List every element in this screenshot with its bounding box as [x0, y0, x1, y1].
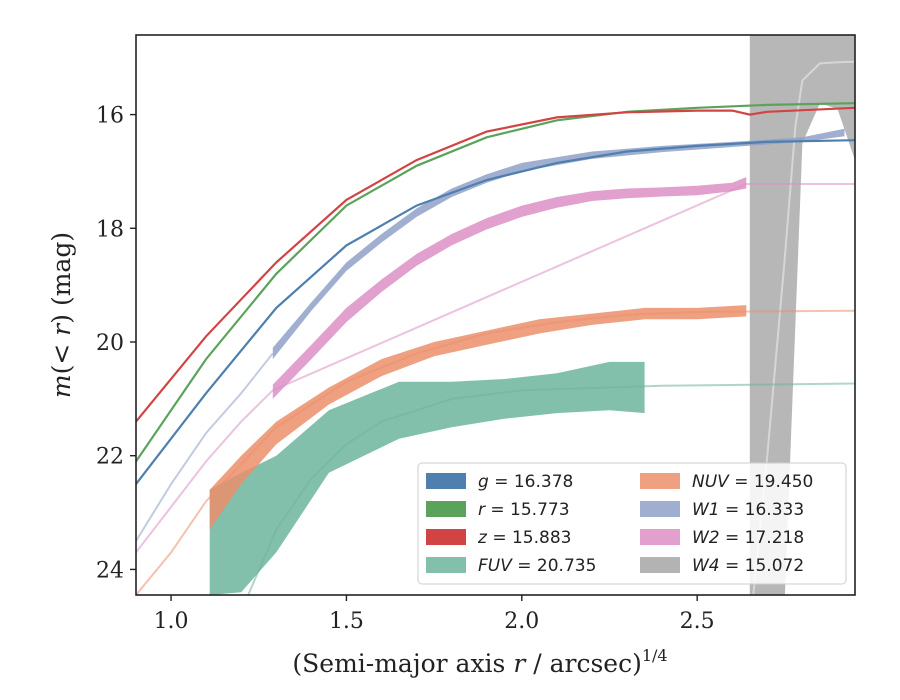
legend-swatch-w4: [640, 557, 680, 573]
series-fuv-band: [209, 361, 645, 595]
legend-label-z: z = 15.883: [477, 528, 571, 548]
y-axis: 16 18 20 22 24: [96, 104, 136, 583]
series-g-line: [136, 139, 855, 485]
y-tick-label: 18: [96, 217, 124, 242]
y-axis-label: m(< r) (mag): [47, 232, 76, 398]
series-w4-band: [749, 35, 855, 595]
series-nuv-model: [136, 309, 855, 595]
x-tick-label: 1.5: [329, 609, 364, 634]
series-z-line: [136, 106, 855, 423]
legend: g = 16.378 r = 15.773 z = 15.883 FUV = 20.7…: [417, 462, 847, 585]
legend-swatch-nuv: [640, 473, 680, 489]
series-fuv-model: [247, 382, 855, 595]
legend-label-g: g = 16.378: [478, 472, 573, 492]
y-tick-label: 16: [96, 104, 124, 129]
x-tick-label: 1.0: [154, 609, 189, 634]
series-layer: [136, 35, 855, 595]
plot-frame: [135, 34, 856, 596]
legend-swatch-g: [426, 473, 466, 489]
series-r-line: [136, 102, 855, 463]
y-tick-label: 22: [96, 445, 124, 470]
legend-swatch-fuv: [426, 557, 466, 573]
x-tick-label: 2.0: [504, 609, 539, 634]
series-w2-model: [136, 183, 855, 554]
series-w1-model: [136, 352, 274, 542]
legend-box: [417, 462, 847, 585]
x-tick-label: 2.5: [680, 609, 715, 634]
legend-label-w1: W1 = 16.333: [692, 500, 804, 520]
legend-swatch-w1: [640, 501, 680, 517]
x-axis-label: (Semi-major axis r / arcsec)1/4: [292, 646, 667, 678]
y-tick-label: 24: [96, 558, 124, 583]
legend-label-w4: W4 = 15.072: [692, 556, 804, 576]
legend-swatch-z: [426, 529, 466, 545]
x-axis: 1.0 1.5 2.0 2.5: [154, 595, 715, 634]
legend-label-nuv: NUV = 19.450: [692, 472, 813, 492]
legend-swatch-r: [426, 501, 466, 517]
y-tick-label: 20: [96, 331, 124, 356]
legend-label-r: r = 15.773: [478, 500, 570, 520]
legend-label-w2: W2 = 17.218: [692, 528, 804, 548]
legend-label-fuv: FUV = 20.735: [478, 556, 596, 576]
legend-swatch-w2: [640, 529, 680, 545]
